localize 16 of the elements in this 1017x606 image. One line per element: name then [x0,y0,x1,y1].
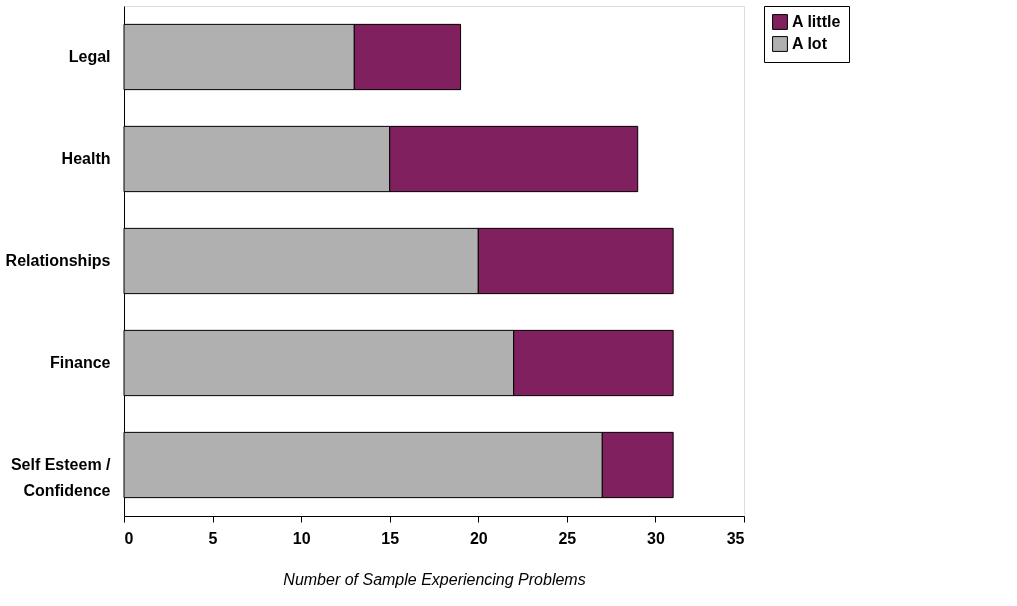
x-tick-label: 10 [292,529,311,547]
y-tick-label: Relationships [5,252,111,269]
y-tick-label: Health [61,150,111,167]
x-axis-title: Number of Sample Experiencing Problems [283,570,586,588]
y-tick-label: Finance [50,354,111,371]
x-tick-label: 35 [726,529,745,547]
x-tick-label: 15 [381,529,400,547]
legend-label: A little [792,13,841,30]
y-tick-label: Self Esteem / Confidence [10,456,112,499]
x-tick-label: 25 [558,529,577,547]
y-tick-label: Legal [68,48,111,65]
x-tick-label: 30 [647,529,665,547]
x-tick-label: 5 [208,529,218,547]
x-tick-label: 20 [469,529,488,547]
legend-label: A lot [792,35,828,52]
x-tick-label: 0 [124,529,134,547]
